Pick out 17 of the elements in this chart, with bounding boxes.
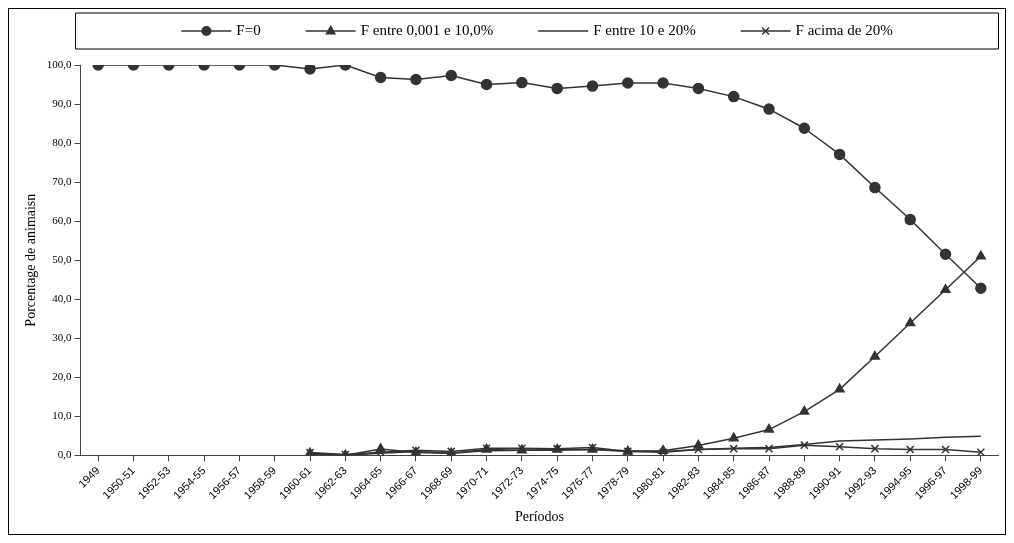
y-tick-label: 80,0	[52, 135, 73, 148]
y-tick-label: 20,0	[52, 370, 73, 383]
y-tick-label: 90,0	[52, 96, 73, 109]
y-tick-label: 60,0	[52, 214, 73, 227]
y-tick-label: 100,0	[46, 57, 73, 70]
legend-label: F=0	[236, 21, 261, 38]
y-tick-label: 70,0	[52, 174, 73, 187]
y-tick-label: 50,0	[52, 253, 73, 266]
y-tick-label: 30,0	[52, 331, 73, 344]
legend-label: F entre 10 e 20%	[593, 21, 696, 38]
x-axis-title: Períodos	[515, 509, 565, 525]
y-tick-label: 10,0	[52, 409, 73, 422]
y-axis-title: Porcentage de animaisn	[23, 193, 39, 327]
legend-label: F entre 0,001 e 10,0%	[360, 21, 494, 38]
y-tick-label: 40,0	[52, 292, 73, 305]
legend-label: F acima de 20%	[795, 21, 893, 38]
y-tick-label: 0,0	[57, 448, 73, 461]
